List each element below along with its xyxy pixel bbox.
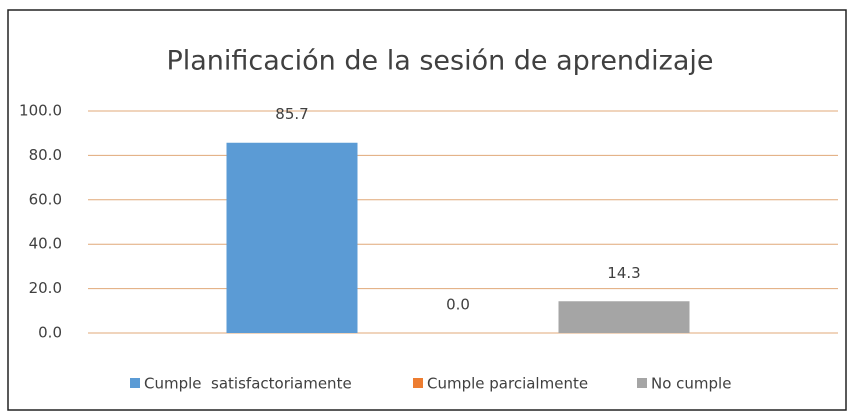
y-tick-label: 40.0 [29,235,62,253]
data-label: 85.7 [275,105,308,123]
legend-swatch [413,378,423,388]
y-tick-label: 60.0 [29,190,62,208]
legend-label: Cumple parcialmente [427,375,588,393]
data-label: 14.3 [607,264,640,282]
chart-title: Planificación de la sesión de aprendizaj… [166,46,713,77]
y-tick-label: 100.0 [19,102,62,120]
bar [558,301,690,333]
legend-swatch [130,378,140,388]
data-label: 0.0 [446,296,470,314]
legend-swatch [637,378,647,388]
legend-label: Cumple satisfactoriamente [144,375,352,393]
chart-frame [7,9,847,411]
legend-label: No cumple [651,375,731,393]
bar [226,142,358,333]
y-tick-label: 80.0 [29,146,62,164]
y-tick-label: 20.0 [29,279,62,297]
y-tick-label: 0.0 [38,324,62,342]
